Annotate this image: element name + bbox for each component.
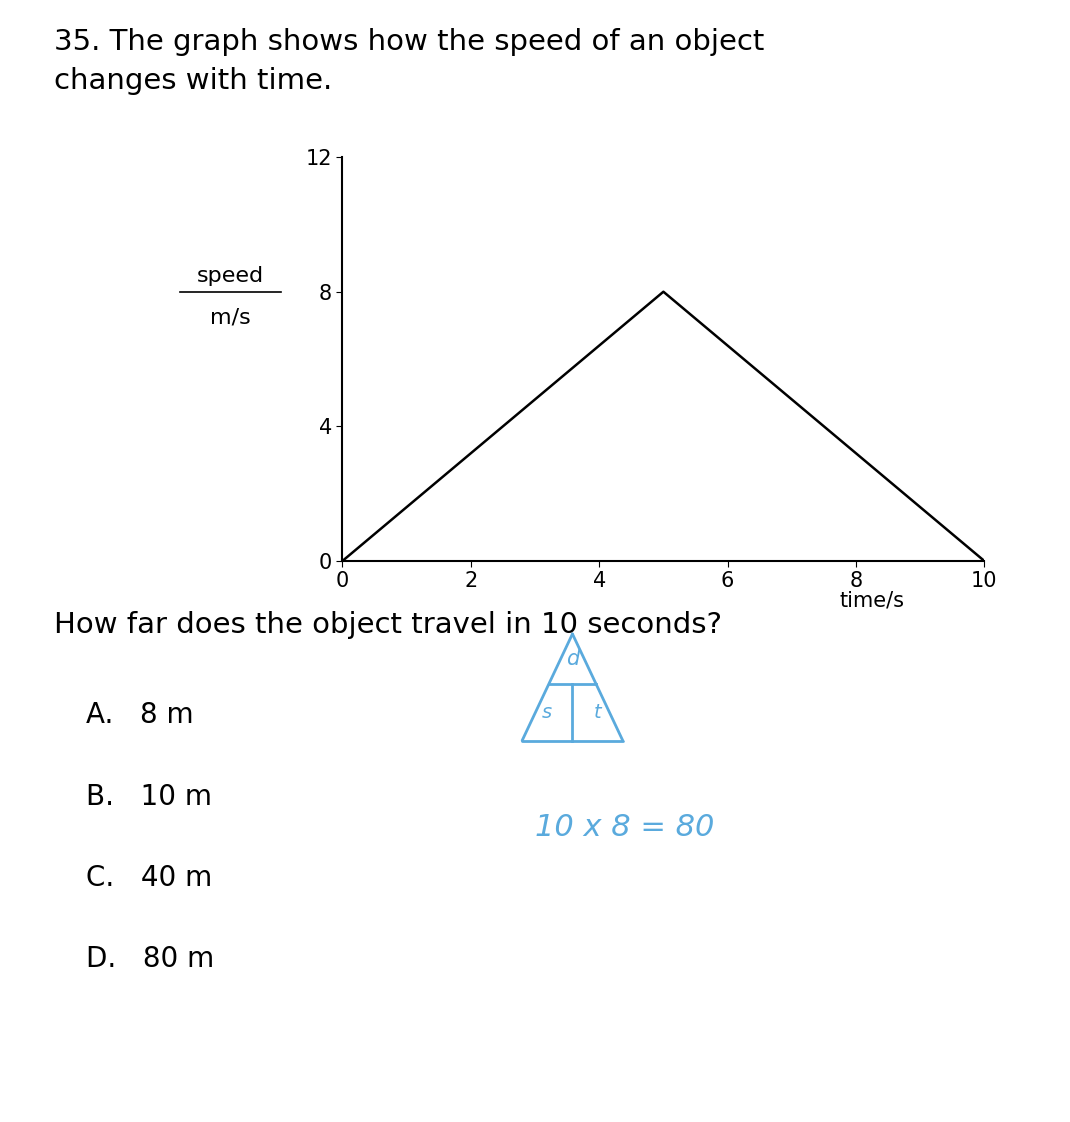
Text: m/s: m/s [210, 307, 250, 328]
Text: How far does the object travel in 10 seconds?: How far does the object travel in 10 sec… [54, 611, 721, 640]
Text: 35. The graph shows how the speed of an object: 35. The graph shows how the speed of an … [54, 28, 764, 56]
Text: A.   8 m: A. 8 m [86, 701, 194, 729]
Text: t: t [594, 702, 601, 721]
Text: speed: speed [197, 266, 263, 286]
Text: D.   80 m: D. 80 m [86, 945, 214, 973]
Text: s: s [542, 702, 552, 721]
Text: d: d [566, 649, 579, 669]
Text: 10 x 8 = 80: 10 x 8 = 80 [535, 813, 715, 843]
Text: changes with time.: changes with time. [54, 67, 332, 95]
Text: C.   40 m: C. 40 m [86, 864, 212, 892]
Text: time/s: time/s [839, 590, 904, 610]
Text: B.   10 m: B. 10 m [86, 783, 212, 811]
